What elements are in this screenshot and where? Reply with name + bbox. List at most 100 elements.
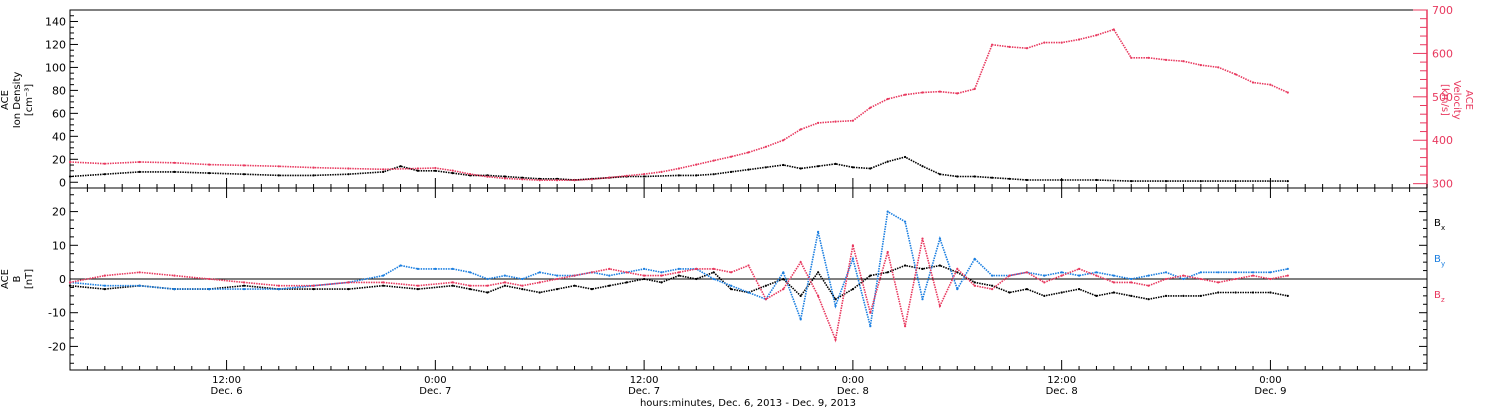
field-point: [1286, 267, 1289, 270]
top-point: [347, 173, 350, 176]
top-point: [712, 173, 715, 176]
top-point: [973, 175, 976, 178]
field-point: [486, 291, 489, 294]
field-point: [973, 257, 976, 260]
velocity-axis-label-line-1: ACE: [1463, 90, 1474, 110]
velocity-tick-label: 600: [1432, 47, 1453, 60]
top-point: [938, 90, 942, 93]
top-point: [1060, 41, 1063, 44]
top-point: [660, 170, 663, 173]
field-point: [347, 288, 350, 291]
top-point: [695, 163, 698, 166]
top-point: [1234, 73, 1237, 76]
field-point: [1095, 294, 1098, 297]
top-point: [764, 166, 768, 169]
field-point: [1269, 291, 1272, 294]
field-point: [399, 264, 402, 267]
top-point: [416, 169, 419, 172]
field-point: [590, 288, 594, 291]
top-point: [747, 168, 750, 171]
field-point: [416, 284, 419, 287]
field-point: [1095, 274, 1098, 277]
field-point: [921, 267, 924, 270]
field-point: [312, 288, 315, 291]
top-point: [103, 173, 106, 176]
top-point: [1147, 56, 1150, 59]
field-point: [1164, 277, 1168, 281]
top-point: [382, 168, 385, 171]
bottom-panel-series: [68, 210, 1289, 343]
top-point: [1234, 180, 1237, 183]
top-point: [399, 165, 402, 168]
top-panel-frame: [69, 9, 1428, 189]
legend-entry-z: B: [1434, 290, 1441, 301]
top-point: [242, 164, 246, 167]
field-point: [1043, 294, 1046, 297]
top-point: [434, 166, 437, 170]
top-point: [799, 128, 802, 131]
field-point: [904, 220, 907, 223]
field-point: [382, 274, 385, 277]
field-point: [851, 257, 855, 260]
field-point: [382, 284, 385, 287]
time-tick-label: 12:00: [212, 375, 241, 386]
field-axis-label-line-2: B: [12, 275, 23, 282]
top-point: [138, 170, 141, 173]
top-point: [712, 159, 715, 162]
top-point: [1286, 91, 1289, 94]
field-point: [782, 288, 785, 291]
top-point: [68, 160, 72, 164]
field-point: [486, 277, 489, 281]
field-point: [521, 288, 524, 291]
field-point: [730, 284, 733, 287]
top-point: [677, 174, 681, 177]
top-point: [1269, 83, 1272, 86]
top-point: [451, 169, 454, 172]
top-point: [416, 167, 419, 170]
field-point: [521, 277, 524, 281]
field-point: [1147, 284, 1150, 287]
field-point: [677, 267, 681, 270]
density-tick-label: 60: [52, 107, 66, 120]
field-series-0: [69, 264, 1288, 301]
top-point: [1095, 34, 1098, 37]
field-point: [1182, 277, 1185, 281]
field-point: [103, 274, 106, 277]
field-point: [538, 281, 541, 284]
legend-entry-sub-z: z: [1441, 296, 1445, 304]
field-point: [991, 288, 994, 291]
top-point: [1217, 66, 1220, 69]
top-point: [625, 174, 628, 177]
field-point: [556, 288, 559, 291]
top-point: [173, 161, 176, 164]
field-point: [817, 230, 820, 233]
field-point: [608, 267, 611, 270]
field-point: [1217, 271, 1220, 274]
field-point: [1130, 294, 1133, 297]
field-point: [608, 284, 611, 287]
top-point: [242, 173, 246, 176]
field-point: [1060, 274, 1063, 277]
field-point: [503, 274, 506, 277]
field-point: [1164, 271, 1168, 274]
field-point: [869, 274, 872, 277]
top-point: [938, 173, 942, 176]
field-point: [1078, 267, 1081, 270]
field-point: [1112, 274, 1115, 277]
date-tick-label: Dec. 7: [419, 386, 451, 397]
field-tick-label: 20: [52, 206, 66, 219]
top-point: [921, 91, 924, 94]
top-point: [521, 178, 524, 181]
field-tick-label: -10: [48, 307, 66, 320]
field-series-2: [69, 238, 1288, 343]
velocity-axis: 300 400 500 600 700: [1413, 4, 1453, 191]
field-point: [382, 281, 385, 284]
field-point: [1199, 271, 1202, 274]
top-point: [817, 121, 820, 124]
field-point: [938, 264, 942, 267]
velocity-tick-label: 500: [1432, 91, 1453, 104]
field-point: [277, 288, 280, 291]
top-point: [1043, 41, 1046, 44]
